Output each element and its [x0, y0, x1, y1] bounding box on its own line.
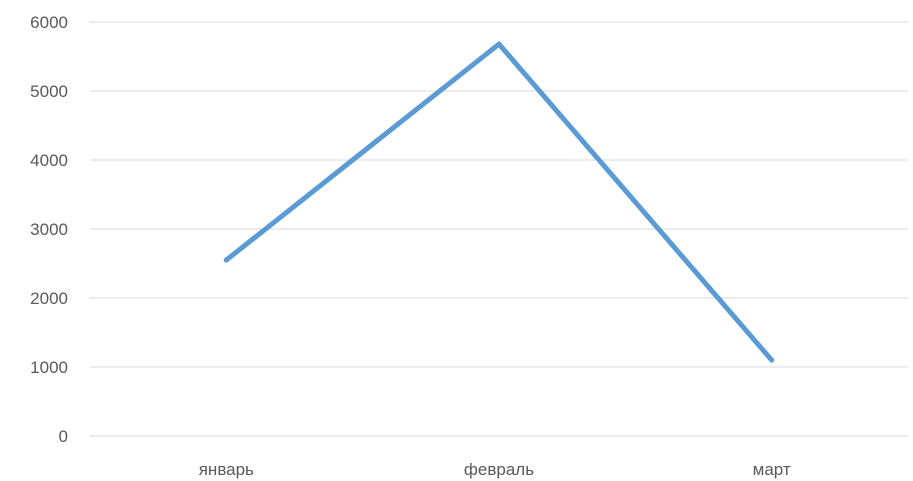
y-tick-label-4000: 4000 — [30, 151, 68, 170]
x-tick-label-1: февраль — [464, 460, 534, 479]
x-tick-label-0: январь — [199, 460, 254, 479]
data-point-0-2 — [769, 357, 775, 363]
gridlines — [90, 21, 908, 437]
y-tick-label-6000: 6000 — [30, 13, 68, 32]
series-layer — [223, 41, 775, 363]
y-tick-label-1000: 1000 — [30, 358, 68, 377]
x-tick-label-2: март — [753, 460, 791, 479]
data-point-0-0 — [223, 257, 229, 263]
y-axis-tick-labels: 0 1000 2000 3000 4000 5000 6000 — [30, 13, 68, 446]
data-point-0-1 — [496, 41, 502, 47]
x-axis-tick-labels: январь февраль март — [199, 460, 791, 479]
y-tick-label-2000: 2000 — [30, 289, 68, 308]
y-tick-label-0: 0 — [59, 427, 68, 446]
y-tick-label-3000: 3000 — [30, 220, 68, 239]
y-tick-label-5000: 5000 — [30, 82, 68, 101]
